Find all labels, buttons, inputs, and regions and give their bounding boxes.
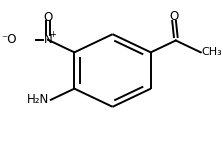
Text: H₂N: H₂N <box>27 93 49 106</box>
Text: +: + <box>49 30 56 39</box>
Text: CH₃: CH₃ <box>202 47 222 57</box>
Text: O: O <box>169 10 179 23</box>
Text: O: O <box>43 11 53 24</box>
Text: ⁻O: ⁻O <box>1 33 17 46</box>
Text: N: N <box>43 33 52 46</box>
